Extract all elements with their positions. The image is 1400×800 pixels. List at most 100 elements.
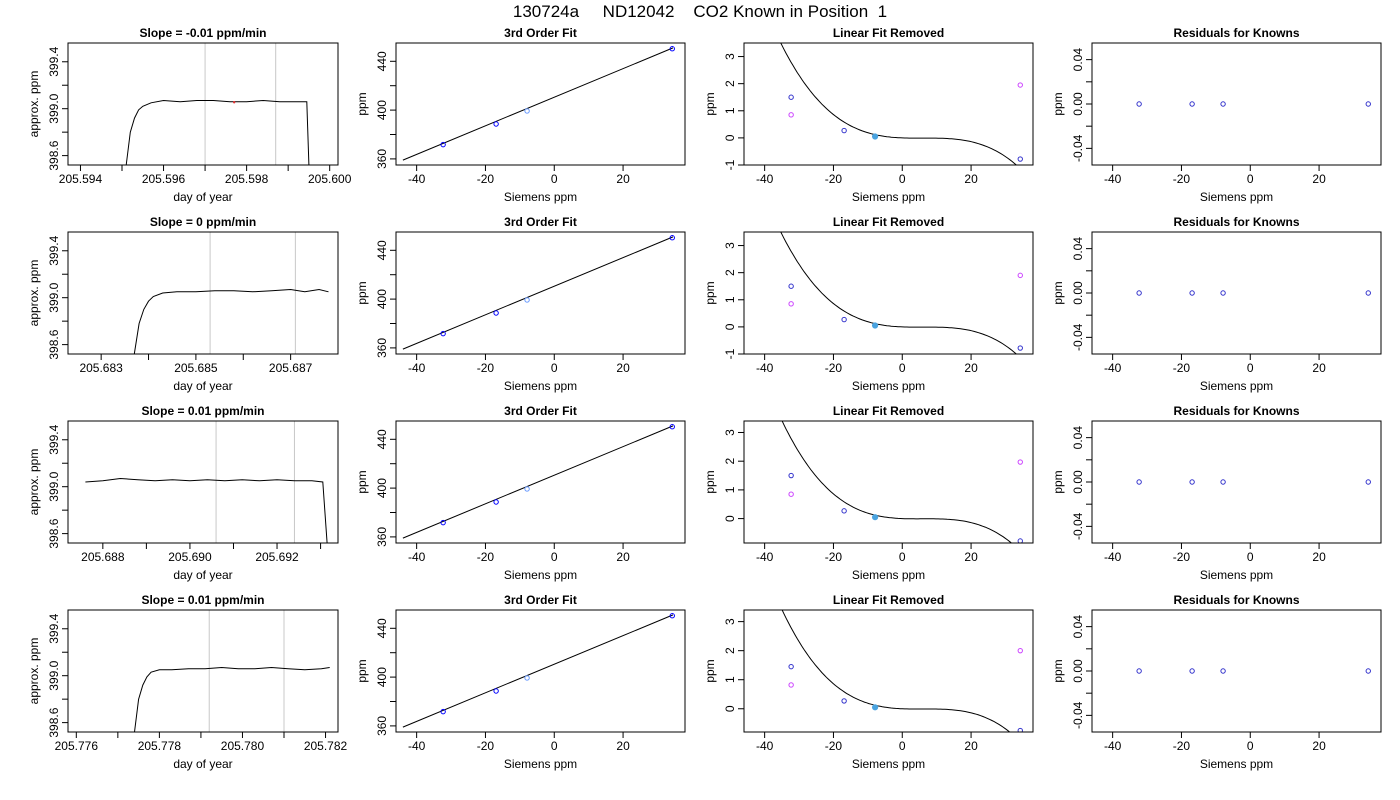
data-point bbox=[788, 682, 794, 688]
y-tick-label: 400 bbox=[375, 667, 389, 687]
panel-r3-c1: Slope = 0.01 ppm/min 205.688 205.690 205.69… bbox=[27, 404, 339, 582]
data-point bbox=[841, 127, 847, 134]
figure-title: 130724a ND12042 CO2 Known in Position 1 bbox=[513, 2, 887, 21]
data-point bbox=[788, 491, 794, 497]
panel-title: Slope = 0.01 ppm/min bbox=[141, 593, 264, 607]
data-point bbox=[1365, 101, 1371, 107]
x-tick-label: 20 bbox=[964, 739, 978, 753]
x-tick-label: 0 bbox=[1247, 361, 1254, 375]
plot-frame bbox=[743, 609, 1034, 733]
plot-frame bbox=[743, 420, 1034, 544]
y-tick-label: 0.00 bbox=[1071, 470, 1085, 494]
panel-r3-c2: 3rd Order Fit -40 -20 0 20 360 400 440 Siemens p… bbox=[355, 404, 686, 582]
x-tick-label: 20 bbox=[1312, 172, 1326, 186]
plot-frame bbox=[67, 231, 339, 355]
y-axis-label: ppm bbox=[703, 281, 717, 304]
x-tick-label: 20 bbox=[1312, 739, 1326, 753]
data-point bbox=[1189, 290, 1195, 296]
x-tick-label: 205.598 bbox=[225, 172, 269, 186]
x-tick-label: 205.687 bbox=[269, 361, 313, 375]
panel-title: Slope = 0.01 ppm/min bbox=[141, 404, 264, 418]
x-tick-label: -20 bbox=[1173, 550, 1191, 564]
x-tick-label: -20 bbox=[477, 550, 495, 564]
panel-r2-c3: Linear Fit Removed -40 -20 0 20 -1 0 1 2 3 Siemens… bbox=[703, 215, 1034, 393]
x-axis-label: Siemens ppm bbox=[1200, 568, 1273, 582]
data-point bbox=[1136, 668, 1142, 674]
y-tick-label: 2 bbox=[723, 80, 737, 87]
data-point bbox=[1220, 290, 1226, 296]
y-tick-label: -0.04 bbox=[1071, 701, 1085, 729]
y-tick-label: 0.00 bbox=[1071, 92, 1085, 116]
panel-title: Linear Fit Removed bbox=[833, 26, 944, 40]
x-axis-label: Siemens ppm bbox=[504, 568, 577, 582]
y-axis-label: ppm bbox=[703, 659, 717, 682]
panel-r1-c3: Linear Fit Removed -40 -20 0 20 -1 0 1 2 3 Siemens… bbox=[703, 26, 1034, 204]
x-tick-label: 0 bbox=[1247, 739, 1254, 753]
y-tick-label: 398.6 bbox=[47, 518, 61, 548]
x-axis-label: Siemens ppm bbox=[852, 190, 925, 204]
x-tick-label: 0 bbox=[1247, 550, 1254, 564]
plot-area bbox=[780, 43, 1023, 165]
plot-area bbox=[402, 235, 675, 350]
x-tick-label: -20 bbox=[825, 361, 843, 375]
trace-line bbox=[125, 99, 310, 165]
data-point bbox=[1189, 479, 1195, 485]
data-point bbox=[669, 46, 675, 52]
y-tick-label: -0.04 bbox=[1071, 512, 1085, 540]
x-tick-label: 205.690 bbox=[168, 550, 212, 564]
data-point bbox=[1017, 727, 1023, 732]
data-point bbox=[841, 508, 847, 514]
panel-r1-c2: 3rd Order Fit -40 -20 0 20 360 400 440 Siemens p… bbox=[355, 26, 686, 204]
panel-title: Residuals for Knowns bbox=[1173, 215, 1299, 229]
x-axis-label: Siemens ppm bbox=[852, 757, 925, 771]
x-tick-label: -40 bbox=[1104, 172, 1122, 186]
plot-frame bbox=[743, 231, 1034, 355]
plot-area bbox=[85, 421, 328, 543]
x-tick-label: 205.778 bbox=[138, 739, 182, 753]
x-axis-label: Siemens ppm bbox=[852, 379, 925, 393]
x-tick-label: 20 bbox=[964, 550, 978, 564]
y-axis-label: approx. ppm bbox=[27, 449, 41, 516]
data-point bbox=[1189, 101, 1195, 107]
y-tick-label: 3 bbox=[723, 618, 737, 625]
data-point bbox=[1365, 290, 1371, 296]
plot-area bbox=[402, 46, 675, 161]
x-tick-label: -40 bbox=[1104, 739, 1122, 753]
y-tick-label: 440 bbox=[375, 618, 389, 638]
data-point bbox=[841, 316, 847, 323]
panel-r4-c2: 3rd Order Fit -40 -20 0 20 360 400 440 Siemens p… bbox=[355, 593, 686, 771]
panel-title: Linear Fit Removed bbox=[833, 593, 944, 607]
panel-r2-c1: Slope = 0 ppm/min 205.683 205.685 205.687 39… bbox=[27, 215, 339, 393]
x-tick-label: 0 bbox=[899, 172, 906, 186]
y-tick-label: 3 bbox=[723, 429, 737, 436]
y-tick-label: 440 bbox=[375, 240, 389, 260]
x-tick-label: -40 bbox=[1104, 361, 1122, 375]
cubic-curve bbox=[780, 232, 1018, 354]
plot-frame bbox=[395, 231, 686, 355]
y-tick-label: 400 bbox=[375, 289, 389, 309]
y-tick-label: 360 bbox=[375, 716, 389, 736]
panel-title: Slope = 0 ppm/min bbox=[150, 215, 256, 229]
x-tick-label: -20 bbox=[477, 361, 495, 375]
x-tick-label: 0 bbox=[551, 361, 558, 375]
data-point bbox=[669, 424, 675, 430]
x-tick-label: 0 bbox=[1247, 172, 1254, 186]
y-tick-label: 1 bbox=[723, 676, 737, 683]
panel-title: Residuals for Knowns bbox=[1173, 593, 1299, 607]
plot-frame bbox=[395, 609, 686, 733]
y-tick-label: 399.0 bbox=[47, 471, 61, 501]
data-point bbox=[440, 330, 446, 337]
data-point bbox=[1220, 101, 1226, 107]
data-point bbox=[493, 310, 499, 316]
panel-title: Linear Fit Removed bbox=[833, 404, 944, 418]
y-tick-label: -1 bbox=[723, 348, 737, 359]
y-tick-label: 0 bbox=[723, 323, 737, 330]
x-axis-label: day of year bbox=[173, 190, 232, 204]
y-tick-label: 360 bbox=[375, 338, 389, 358]
y-tick-label: 400 bbox=[375, 478, 389, 498]
panel-title: 3rd Order Fit bbox=[504, 593, 577, 607]
data-point bbox=[669, 613, 675, 619]
x-tick-label: 20 bbox=[616, 550, 630, 564]
x-tick-label: 20 bbox=[1312, 550, 1326, 564]
y-tick-label: 0.00 bbox=[1071, 659, 1085, 683]
